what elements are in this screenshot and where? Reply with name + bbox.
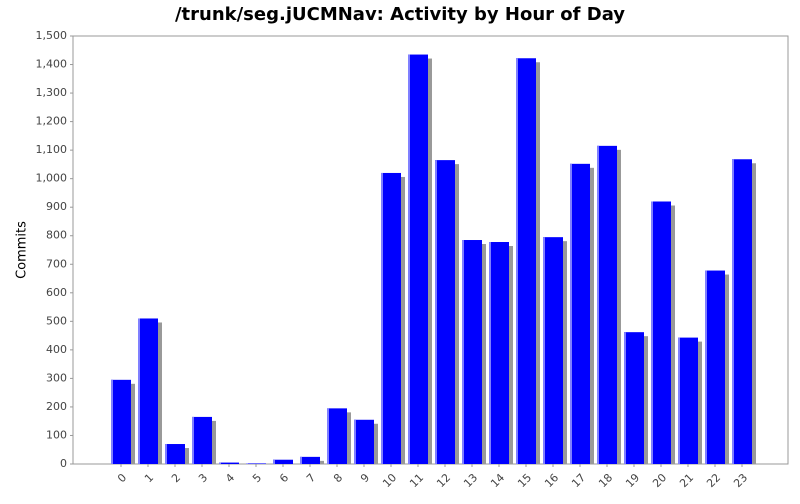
y-tick-label: 200	[46, 400, 67, 413]
bar	[111, 380, 131, 464]
bar-highlight	[678, 338, 680, 464]
bar-highlight	[219, 463, 221, 464]
y-tick-label: 1,000	[36, 172, 68, 185]
bar-highlight	[192, 417, 194, 464]
bar	[543, 237, 563, 464]
bar	[165, 444, 185, 464]
bar	[570, 164, 590, 464]
bar	[651, 201, 671, 464]
bar-highlight	[381, 173, 383, 464]
bar-highlight	[165, 444, 167, 464]
bar	[597, 146, 617, 464]
bar	[246, 463, 266, 464]
bar-highlight	[516, 58, 518, 464]
bar-highlight	[354, 420, 356, 464]
bar	[327, 408, 347, 464]
y-tick-label: 1,400	[36, 58, 68, 71]
y-tick-label: 300	[46, 371, 67, 384]
y-tick-label: 400	[46, 343, 67, 356]
bar-highlight	[111, 380, 113, 464]
bar	[219, 463, 239, 464]
chart-title: /trunk/seg.jUCMNav: Activity by Hour of …	[175, 4, 625, 25]
bar-highlight	[327, 408, 329, 464]
bar	[705, 271, 725, 464]
bar	[678, 338, 698, 464]
bar	[732, 159, 752, 464]
y-tick-label: 700	[46, 257, 67, 270]
bar	[381, 173, 401, 464]
bar	[435, 160, 455, 464]
bar-highlight	[651, 201, 653, 464]
bar-highlight	[300, 457, 302, 464]
bar	[354, 420, 374, 464]
y-tick-label: 1,200	[36, 115, 68, 128]
bar-highlight	[732, 159, 734, 464]
y-tick-label: 1,100	[36, 143, 68, 156]
bar-highlight	[624, 332, 626, 464]
bar-highlight	[570, 164, 572, 464]
bar	[462, 240, 482, 464]
bar-highlight	[408, 55, 410, 464]
bar	[138, 318, 158, 464]
bar	[300, 457, 320, 464]
bar	[192, 417, 212, 464]
bar	[624, 332, 644, 464]
y-tick-label: 600	[46, 286, 67, 299]
bar	[516, 58, 536, 464]
bar-highlight	[246, 463, 248, 464]
bar	[273, 460, 293, 464]
bar-highlight	[543, 237, 545, 464]
bar-highlight	[138, 318, 140, 464]
bar-highlight	[489, 242, 491, 464]
y-tick-label: 500	[46, 314, 67, 327]
bar-highlight	[273, 460, 275, 464]
y-tick-label: 1,300	[36, 86, 68, 99]
bar-highlight	[705, 271, 707, 464]
y-tick-label: 900	[46, 200, 67, 213]
bar	[408, 55, 428, 464]
y-tick-label: 800	[46, 229, 67, 242]
bar-highlight	[597, 146, 599, 464]
bar-highlight	[435, 160, 437, 464]
y-tick-label: 0	[60, 457, 67, 470]
bar	[489, 242, 509, 464]
y-axis-label: Commits	[15, 221, 30, 279]
bar-highlight	[462, 240, 464, 464]
y-tick-label: 100	[46, 428, 67, 441]
y-tick-label: 1,500	[36, 29, 68, 42]
